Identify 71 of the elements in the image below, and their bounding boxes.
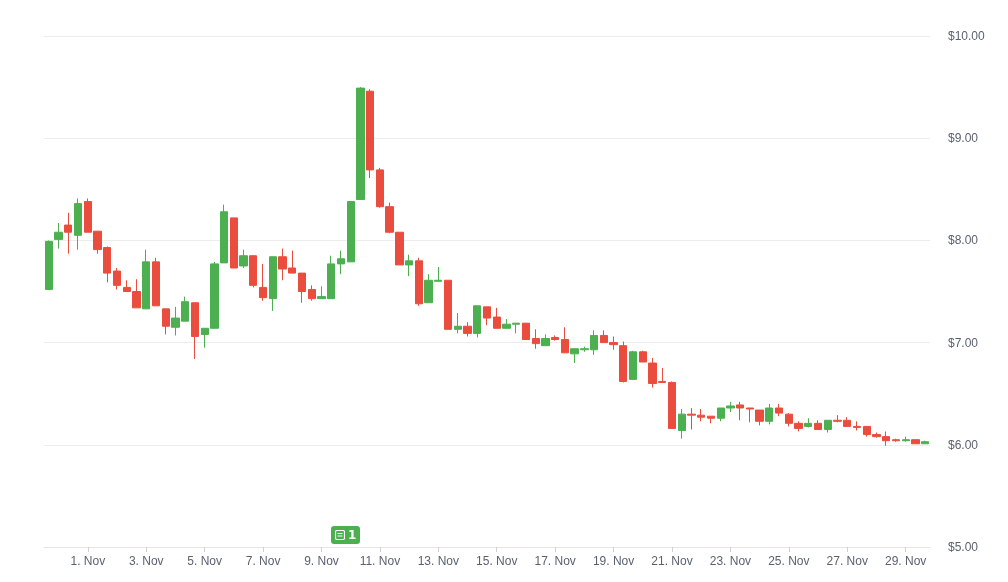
y-tick-label: $7.00	[948, 335, 979, 350]
x-tick-label: 25. Nov	[768, 554, 810, 568]
x-tick-label: 15. Nov	[476, 554, 518, 568]
x-tick-label: 1. Nov	[70, 554, 106, 568]
candlestick	[736, 401, 744, 421]
candlestick	[853, 420, 861, 431]
candlestick	[629, 350, 637, 380]
x-tick-label: 11. Nov	[359, 554, 401, 568]
candlestick	[454, 312, 462, 334]
candlestick	[249, 255, 257, 288]
candlestick	[522, 322, 530, 341]
candlestick	[54, 222, 63, 250]
candlestick	[551, 334, 559, 342]
x-tick-label: 21. Nov	[651, 554, 693, 568]
candlestick	[483, 306, 491, 326]
x-tick-label: 17. Nov	[534, 554, 576, 568]
candlestick	[493, 307, 501, 329]
candlestick	[366, 88, 374, 179]
candlestick	[113, 267, 121, 290]
candlestick	[532, 328, 540, 350]
candlestick	[230, 217, 238, 269]
candlestick	[668, 380, 676, 429]
candlestick	[191, 302, 199, 360]
candlestick	[64, 212, 72, 255]
candlestick	[463, 321, 472, 337]
x-tick-label: 5. Nov	[187, 554, 222, 568]
candlestick	[824, 419, 832, 434]
candlestick	[541, 333, 550, 347]
x-tick-label: 13. Nov	[417, 554, 459, 568]
candlestick	[804, 417, 812, 428]
candlestick	[473, 305, 481, 338]
candlestick	[356, 86, 365, 201]
candlestick	[619, 341, 627, 383]
candlestick	[74, 198, 82, 251]
candlestick	[415, 257, 423, 307]
candlestick	[775, 403, 783, 417]
candlestick	[239, 249, 248, 269]
candlestick	[337, 250, 345, 275]
candlestick	[298, 272, 306, 304]
candlestick	[142, 249, 150, 310]
x-tick-label: 9. Nov	[304, 554, 339, 568]
x-tick-label: 29. Nov	[884, 554, 927, 568]
annotation: 1	[347, 528, 357, 542]
candlestick	[902, 436, 910, 443]
y-tick-label: $10.00	[948, 29, 986, 43]
candlestick	[444, 279, 452, 330]
candlestick	[561, 326, 569, 354]
candlestick	[269, 256, 277, 312]
y-tick-label: $9.00	[948, 131, 979, 146]
candlestick	[405, 254, 413, 277]
x-tick-label: 7. Nov	[245, 554, 281, 568]
candlestick	[921, 440, 929, 445]
candlestick	[707, 415, 715, 424]
candlestick	[45, 239, 53, 290]
candlestick	[765, 403, 773, 425]
y-tick-label: $6.00	[948, 437, 979, 452]
candlestick	[678, 408, 686, 440]
x-tick-label: 27. Nov	[826, 554, 868, 568]
y-tick-label: $8.00	[948, 233, 979, 248]
candlestick	[911, 439, 920, 445]
candlestick	[814, 419, 822, 430]
candlestick	[347, 201, 355, 263]
candlestick	[259, 263, 267, 302]
x-tick-label: 23. Nov	[709, 554, 752, 568]
candlestick	[892, 438, 900, 443]
y-tick-label: $5.00	[948, 540, 979, 554]
candlestick	[152, 257, 160, 307]
candlestick	[162, 308, 170, 335]
x-tick-label: 3. Nov	[128, 554, 164, 568]
candlestick	[308, 284, 316, 302]
x-tick-label: 19. Nov	[592, 554, 635, 568]
